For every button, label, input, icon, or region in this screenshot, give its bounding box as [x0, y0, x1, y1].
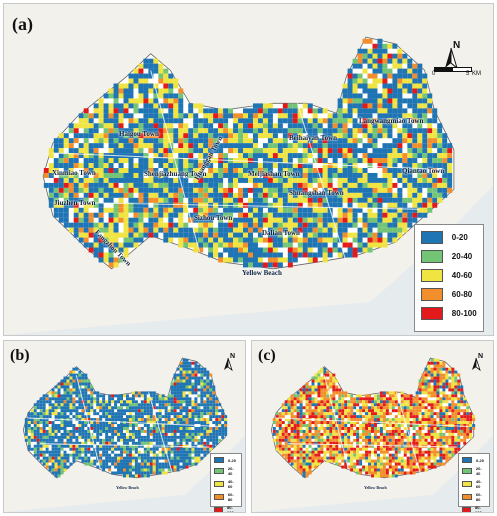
legend-item: 80-100: [214, 505, 238, 513]
legend-swatch: [462, 481, 472, 487]
town-beihaiyan: Beihaiyan Town: [289, 134, 338, 142]
legend-swatch: [214, 481, 224, 487]
road-network: [52, 70, 445, 263]
legend-item: 0-20: [462, 457, 486, 463]
legend-swatch: [421, 288, 443, 301]
town-jiuzhen: Jiuzhen Town: [54, 199, 96, 207]
town-shuangshan: Shuangshan Town: [289, 189, 344, 197]
north-arrow-icon: [224, 357, 233, 372]
legend-label: 60-80: [451, 290, 473, 299]
legend-item: 80-100: [462, 505, 486, 513]
legend-item: 20-40: [462, 466, 486, 476]
road-network: [276, 375, 469, 475]
panel-label-a: (a): [12, 14, 33, 34]
scale-five: 5: [466, 71, 470, 77]
legend-label: 80-100: [227, 505, 234, 513]
legend-label: 40-60: [475, 479, 482, 489]
legend-label: 80-100: [475, 505, 482, 513]
map-panel-a: (a) N 0 5 KM Haigou Town Langwangmiao To…: [3, 3, 494, 336]
legend-swatch: [421, 269, 443, 282]
legend-item: 80-100: [421, 307, 477, 320]
legend-swatch: [462, 494, 472, 500]
north-arrow-icon: [472, 357, 481, 372]
panel-label-b: (b): [10, 347, 30, 364]
town-langwangmiao: Langwangmiao Town: [359, 117, 424, 125]
legend-item: 20-40: [421, 250, 477, 263]
legend-label: 20-40: [451, 252, 473, 261]
legend-a: 0-20 20-40 40-60 60-80 80-100: [414, 224, 484, 332]
town-sizhou: Sizhou Town: [194, 214, 233, 222]
legend-c: 0-20 20-40 40-60 60-80 80-100: [458, 453, 490, 512]
scale-bar-a: 0 5 KM: [432, 64, 482, 78]
map-panel-c: (c) N Yellow Beach 0-20 20-40 40-60 60-80 80…: [251, 340, 494, 513]
town-xinmiao: Xinmiao Town: [52, 169, 96, 177]
legend-label: 40-60: [227, 479, 234, 489]
map-a-canvas: [4, 4, 493, 335]
legend-swatch: [214, 507, 224, 512]
road-network: [28, 375, 221, 475]
legend-swatch: [421, 250, 443, 263]
map-panel-b: (b) N Yellow Beach 0-20 20-40 40-60 60-80 80…: [3, 340, 246, 513]
suitability-grid: [43, 38, 453, 268]
yellow-beach-label: Yellow Beach: [242, 269, 282, 277]
legend-label: 60-80: [475, 492, 482, 502]
legend-swatch: [214, 494, 224, 500]
legend-swatch: [462, 468, 472, 474]
scale-zero: 0: [432, 71, 436, 77]
legend-swatch: [462, 507, 472, 512]
north-arrow-b: N: [222, 353, 240, 375]
legend-label: 60-80: [227, 492, 234, 502]
legend-label: 0-20: [228, 457, 237, 463]
north-label-c: N: [478, 353, 484, 360]
legend-label: 80-100: [451, 309, 477, 318]
legend-item: 40-60: [421, 269, 477, 282]
town-haigou: Haigou Town: [119, 130, 159, 138]
panel-label-c: (c): [258, 347, 276, 364]
legend-item: 60-80: [214, 492, 238, 502]
town-meijiashan: Meijiashan Town: [248, 170, 300, 178]
suitability-grid: [272, 358, 476, 478]
legend-swatch: [214, 468, 224, 474]
town-dalian: Dalian Town: [262, 229, 300, 237]
north-label-b: N: [230, 353, 236, 360]
legend-swatch: [214, 457, 224, 463]
town-shenjiazhuang: Shenjiazhuang Town: [144, 170, 207, 178]
north-arrow-c: N: [470, 353, 488, 375]
suitability-grid: [24, 358, 228, 478]
legend-item: 60-80: [462, 492, 486, 502]
legend-swatch: [421, 307, 443, 320]
yellow-beach-label-b: Yellow Beach: [116, 485, 139, 490]
legend-item: 40-60: [214, 479, 238, 489]
legend-label: 0-20: [476, 457, 485, 463]
legend-b: 0-20 20-40 40-60 60-80 80-100: [210, 453, 242, 512]
legend-item: 0-20: [421, 231, 477, 244]
legend-swatch: [462, 457, 472, 463]
legend-item: 20-40: [214, 466, 238, 476]
legend-item: 40-60: [462, 479, 486, 489]
legend-label: 0-20: [451, 233, 468, 242]
north-arrow-icon: [445, 47, 458, 70]
legend-swatch: [421, 231, 443, 244]
scale-unit: KM: [472, 71, 481, 77]
north-arrow-a: N: [439, 40, 469, 80]
legend-label: 20-40: [475, 466, 482, 476]
map-c-canvas: [252, 341, 493, 512]
legend-label: 40-60: [451, 271, 473, 280]
map-b-canvas: [4, 341, 245, 512]
legend-label: 20-40: [227, 466, 234, 476]
town-qiantao: Qiantao Town: [402, 167, 445, 175]
legend-item: 60-80: [421, 288, 477, 301]
yellow-beach-label-c: Yellow Beach: [364, 485, 387, 490]
legend-item: 0-20: [214, 457, 238, 463]
north-label-a: N: [453, 40, 461, 51]
